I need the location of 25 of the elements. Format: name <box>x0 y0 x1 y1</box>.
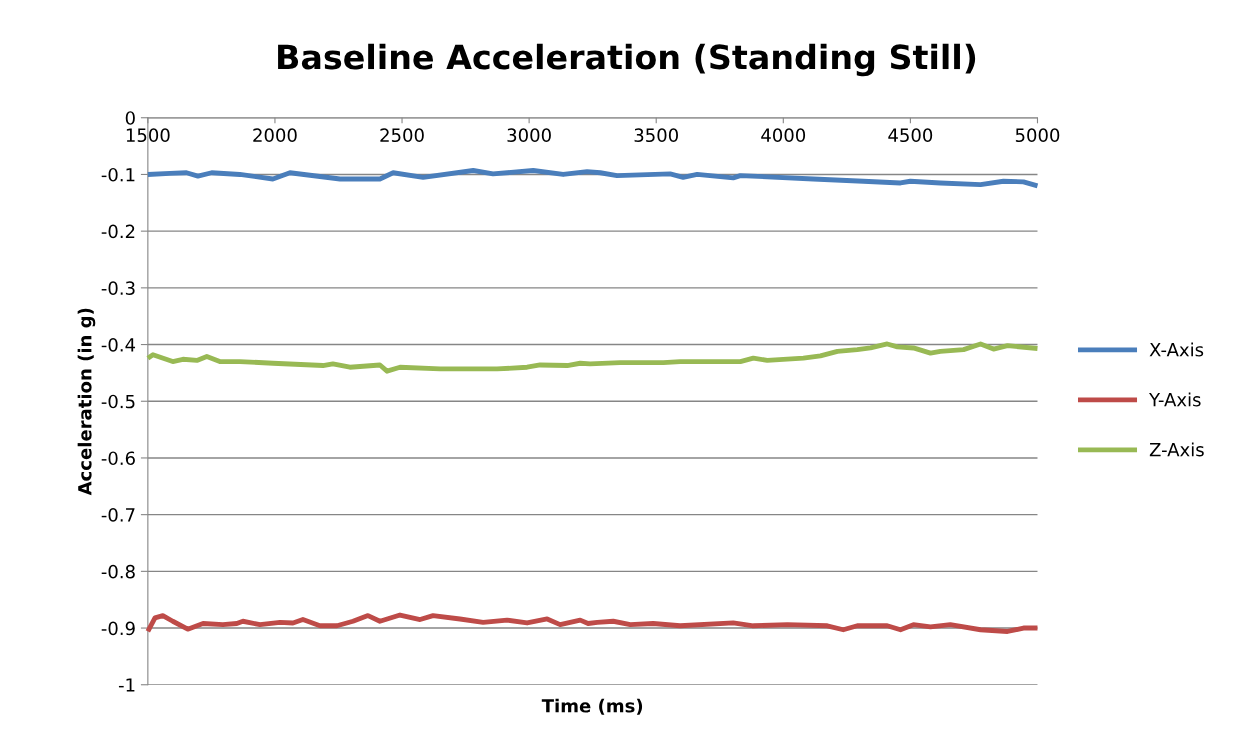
y-tick-label: -0.8 <box>101 564 135 579</box>
legend-label: Z-Axis <box>1149 442 1204 457</box>
y-axis-title: Acceleration (in g) <box>77 308 96 496</box>
x-tick-label: 4000 <box>761 128 806 143</box>
legend-label: Y-Axis <box>1149 392 1201 407</box>
x-tick-label: 4500 <box>888 128 933 143</box>
chart-title: Baseline Acceleration (Standing Still) <box>278 43 976 77</box>
x-axis-title: Time (ms) <box>541 698 643 715</box>
y-tick-label: 0 <box>125 111 135 125</box>
x-tick-label: 3500 <box>634 128 678 143</box>
y-tick-label: -0.5 <box>101 394 135 409</box>
y-tick-label: -1 <box>118 678 135 692</box>
x-tick-label: 2000 <box>253 128 297 143</box>
y-tick-label: -0.4 <box>101 338 136 352</box>
y-tick-label: -0.2 <box>101 224 135 239</box>
x-tick-label: 5000 <box>1015 128 1060 143</box>
y-tick-label: -0.7 <box>101 508 135 522</box>
x-tick-label: 3000 <box>507 128 551 143</box>
x-tick-label: 1500 <box>126 128 170 143</box>
legend-label: X-Axis <box>1149 342 1204 357</box>
y-tick-label: -0.9 <box>101 621 135 636</box>
y-tick-label: -0.6 <box>101 451 135 466</box>
x-tick-label: 2500 <box>380 128 424 143</box>
y-tick-label: -0.1 <box>101 167 135 182</box>
y-tick-label: -0.3 <box>101 281 135 295</box>
